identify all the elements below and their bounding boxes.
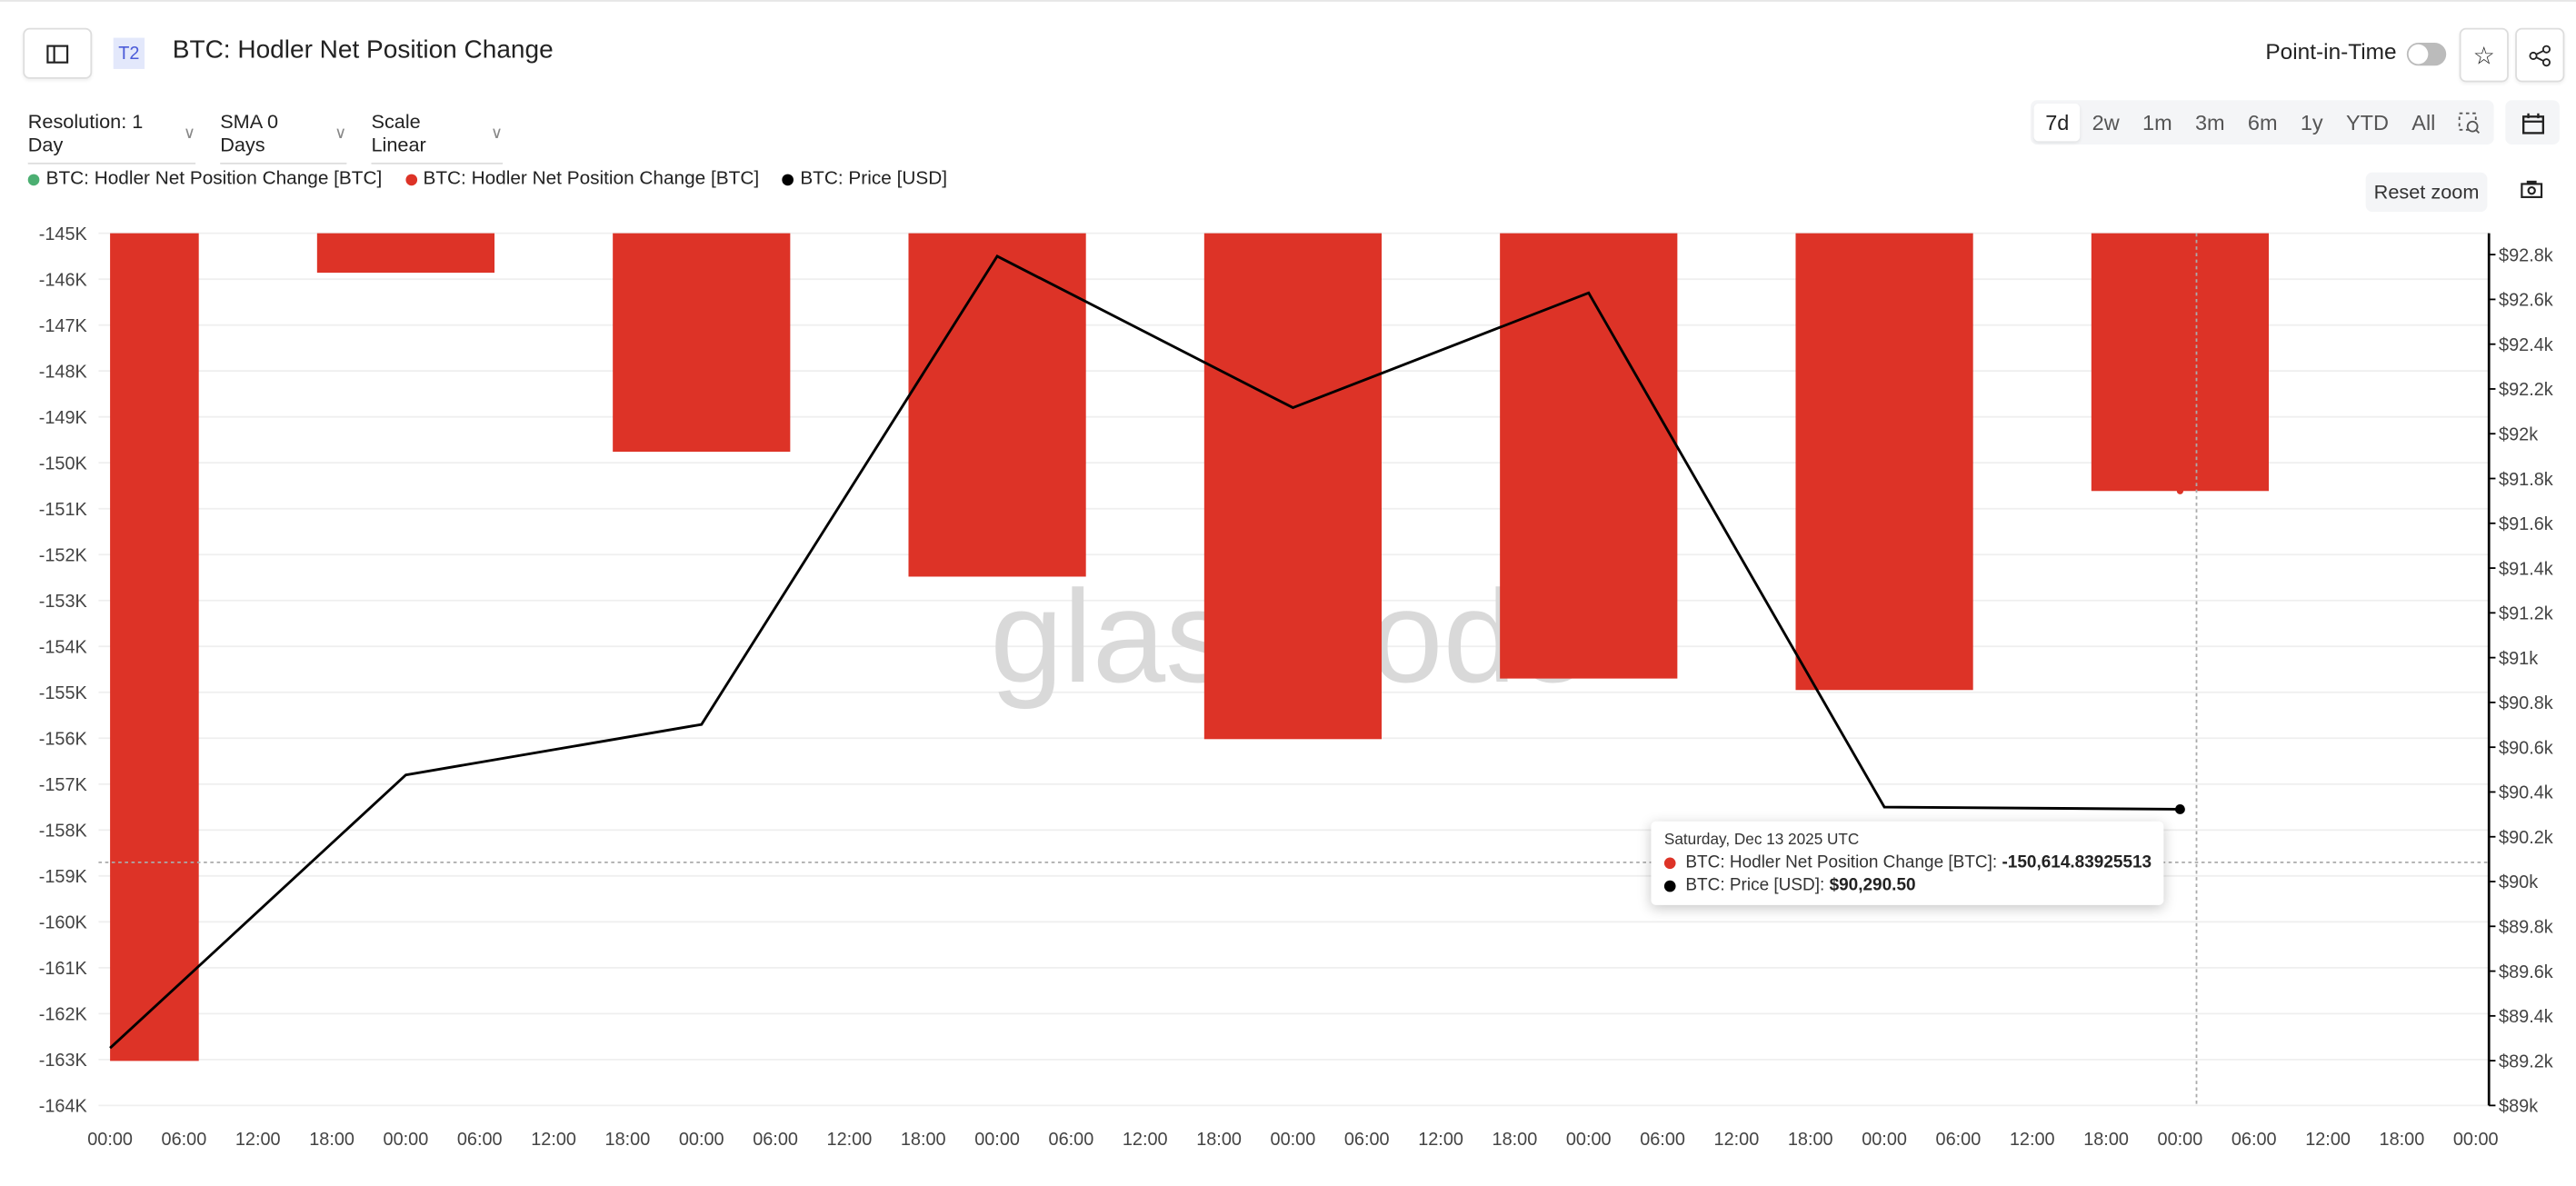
y-left-tick-label: -160K: [39, 913, 88, 933]
x-tick-label: 12:00: [531, 1130, 576, 1150]
y-right-tick-label: $92.8k: [2499, 245, 2553, 265]
y-left-tick-label: -152K: [39, 545, 88, 565]
y-left-tick-label: -163K: [39, 1051, 88, 1071]
bar: [908, 234, 1085, 577]
bar: [1204, 234, 1382, 740]
x-tick-label: 18:00: [1493, 1130, 1538, 1150]
y-right-tick-label: $92.4k: [2499, 335, 2553, 355]
y-right-tick-label: $89k: [2499, 1097, 2538, 1117]
x-tick-label: 06:00: [2232, 1130, 2277, 1150]
y-right-tick-label: $90.8k: [2499, 693, 2553, 713]
x-tick-label: 00:00: [384, 1130, 429, 1150]
x-tick-label: 06:00: [1049, 1130, 1094, 1150]
y-right-tick-label: $90.6k: [2499, 738, 2553, 758]
price-point: [2175, 804, 2185, 814]
tooltip-value: -150,614.83925513: [2002, 852, 2152, 872]
x-tick-label: 18:00: [1196, 1130, 1242, 1150]
y-right-tick-label: $89.6k: [2499, 962, 2553, 982]
x-tick-label: 18:00: [605, 1130, 651, 1150]
y-right-tick-label: $89.2k: [2499, 1051, 2553, 1071]
y-left-tick-label: -158K: [39, 822, 88, 842]
y-right-tick-label: $89.4k: [2499, 1007, 2553, 1027]
x-tick-label: 00:00: [1566, 1130, 1612, 1150]
x-tick-label: 12:00: [1123, 1130, 1168, 1150]
y-right-tick-label: $91.4k: [2499, 559, 2553, 579]
y-right-tick-label: $91.6k: [2499, 514, 2553, 534]
y-right-tick-label: $90.4k: [2499, 783, 2553, 803]
x-tick-label: 12:00: [827, 1130, 873, 1150]
tooltip-series-name: BTC: Price [USD]:: [1685, 875, 1829, 895]
y-right-tick-label: $91.8k: [2499, 470, 2553, 490]
y-right-tick-label: $90k: [2499, 872, 2538, 892]
tooltip: Saturday, Dec 13 2025 UTC BTC: Hodler Ne…: [1651, 822, 2163, 905]
y-left-tick-label: -151K: [39, 500, 88, 520]
x-tick-label: 06:00: [753, 1130, 798, 1150]
x-tick-label: 18:00: [2380, 1130, 2425, 1150]
x-tick-label: 00:00: [2158, 1130, 2203, 1150]
tooltip-value: $90,290.50: [1830, 875, 1916, 895]
y-left-tick-label: -153K: [39, 592, 88, 612]
y-left-tick-label: -162K: [39, 1005, 88, 1025]
bar: [613, 234, 790, 452]
highlight-point: [2177, 488, 2183, 494]
bar: [110, 234, 199, 1061]
x-tick-label: 12:00: [2010, 1130, 2055, 1150]
x-tick-label: 18:00: [901, 1130, 946, 1150]
y-left-tick-label: -145K: [39, 224, 88, 244]
bar: [1500, 234, 1677, 679]
y-left-tick-label: -161K: [39, 959, 88, 979]
tooltip-series-name: BTC: Hodler Net Position Change [BTC]:: [1685, 852, 2002, 872]
bar: [317, 234, 494, 273]
tooltip-swatch: [1664, 880, 1676, 892]
y-left-tick-label: -146K: [39, 270, 88, 290]
x-tick-label: 00:00: [974, 1130, 1020, 1150]
y-right-tick-label: $92.6k: [2499, 291, 2553, 311]
x-tick-label: 00:00: [1862, 1130, 1907, 1150]
y-left-tick-label: -154K: [39, 637, 88, 657]
y-right-tick-label: $91k: [2499, 649, 2538, 669]
x-tick-label: 00:00: [1271, 1130, 1316, 1150]
x-tick-label: 06:00: [162, 1130, 207, 1150]
y-right-tick-label: $90.2k: [2499, 828, 2553, 848]
y-left-tick-label: -150K: [39, 453, 88, 473]
tooltip-label: BTC: Price [USD]: $90,290.50: [1685, 875, 1915, 895]
tooltip-date: Saturday, Dec 13 2025 UTC: [1664, 832, 1859, 850]
y-right-tick-label: $92k: [2499, 424, 2538, 444]
x-tick-label: 00:00: [679, 1130, 724, 1150]
x-tick-label: 12:00: [2305, 1130, 2351, 1150]
y-left-tick-label: -149K: [39, 408, 88, 428]
y-left-tick-label: -159K: [39, 867, 88, 887]
y-left-tick-label: -147K: [39, 316, 88, 336]
x-tick-label: 06:00: [1640, 1130, 1685, 1150]
y-right-tick-label: $89.8k: [2499, 918, 2553, 938]
tooltip-label: BTC: Hodler Net Position Change [BTC]: -…: [1685, 852, 2152, 872]
x-tick-label: 12:00: [235, 1130, 281, 1150]
x-tick-label: 12:00: [1714, 1130, 1760, 1150]
tooltip-swatch: [1664, 857, 1676, 869]
y-left-tick-label: -156K: [39, 730, 88, 750]
y-right-tick-label: $91.2k: [2499, 604, 2553, 624]
x-tick-label: 12:00: [1418, 1130, 1463, 1150]
bar: [1795, 234, 1972, 691]
y-left-tick-label: -155K: [39, 683, 88, 703]
x-tick-label: 06:00: [457, 1130, 503, 1150]
x-tick-label: 18:00: [1788, 1130, 1833, 1150]
x-tick-label: 06:00: [1936, 1130, 1982, 1150]
y-left-tick-label: -157K: [39, 775, 88, 795]
x-tick-label: 06:00: [1344, 1130, 1390, 1150]
y-left-tick-label: -164K: [39, 1097, 88, 1117]
x-tick-label: 00:00: [87, 1130, 133, 1150]
y-right-tick-label: $92.2k: [2499, 380, 2553, 400]
x-tick-label: 18:00: [309, 1130, 354, 1150]
x-tick-label: 00:00: [2453, 1130, 2499, 1150]
y-left-tick-label: -148K: [39, 362, 88, 382]
bar: [2092, 234, 2269, 492]
x-tick-label: 18:00: [2083, 1130, 2129, 1150]
